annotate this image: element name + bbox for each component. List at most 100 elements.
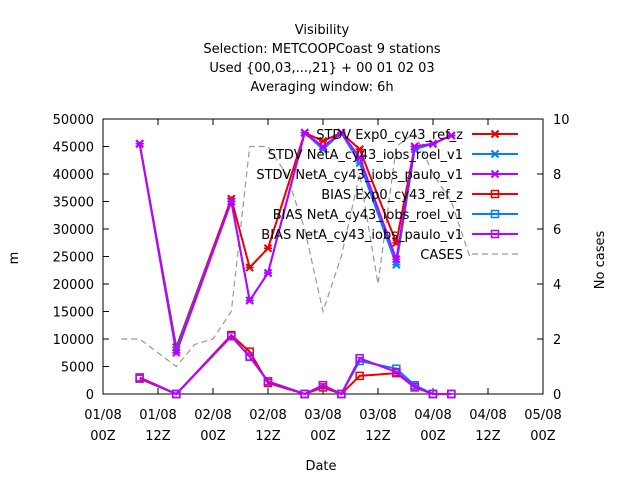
data-point — [263, 244, 273, 253]
data-point — [227, 332, 236, 341]
y2-tick-label: 6 — [553, 223, 561, 238]
data-point — [428, 139, 438, 148]
data-point — [135, 373, 144, 382]
series-5 — [135, 332, 456, 399]
data-point — [355, 153, 364, 162]
series-4 — [135, 332, 456, 399]
data-point — [318, 142, 328, 151]
x-tick-label-hour: 12Z — [145, 429, 171, 444]
y2-axis: 0 2 4 6 8 10 — [537, 113, 570, 403]
x-tick-label-date: 04/08 — [469, 408, 506, 423]
data-point — [300, 389, 309, 399]
x-tick-label-hour: 00Z — [200, 429, 226, 444]
series-2 — [135, 128, 456, 357]
data-point — [263, 268, 273, 278]
x-tick-label-date: 01/08 — [84, 408, 121, 423]
data-point — [227, 197, 236, 206]
y-tick-label: 35000 — [53, 196, 94, 211]
y-tick-label: 10000 — [53, 333, 94, 348]
y2-tick-label: 4 — [553, 278, 561, 293]
series-line — [121, 131, 471, 368]
y-tick-label: 45000 — [53, 141, 94, 156]
legend-label: STDV NetA_cy43_iobs_roel_v1 — [268, 148, 463, 163]
legend-label: BIAS Exp0_cy43_ref_z — [321, 188, 463, 203]
legend-label: STDV NetA_cy43_iobs_paulo_v1 — [256, 168, 463, 183]
x-tick-label-date: 02/08 — [194, 408, 231, 423]
legend-marker — [490, 169, 500, 179]
x-axis: 01/08 00Z 01/08 12Z 02/08 00Z 02/08 12Z 03/08 00Z… — [84, 119, 562, 444]
legend-label: BIAS NetA_cy43_iobs_paulo_v1 — [261, 228, 463, 243]
y2-tick-label: 10 — [553, 113, 570, 128]
x-tick-label-date: 03/08 — [304, 408, 341, 423]
series-line — [139, 334, 452, 396]
y-tick-label: 40000 — [53, 168, 94, 183]
data-point — [447, 131, 456, 140]
y-axis-label: m — [7, 252, 22, 265]
x-tick-label-hour: 12Z — [255, 429, 281, 444]
x-tick-label-hour: 00Z — [90, 429, 116, 444]
data-point — [355, 354, 364, 363]
x-tick-label-hour: 12Z — [365, 429, 391, 444]
y2-tick-label: 0 — [553, 388, 561, 403]
y-tick-label: 25000 — [53, 251, 94, 266]
legend-marker — [490, 229, 500, 239]
y-tick-label: 0 — [86, 388, 94, 403]
x-tick-label-date: 04/08 — [414, 408, 451, 423]
y2-axis-label: No cases — [593, 231, 608, 290]
data-point — [355, 145, 364, 154]
chart-title: Visibility Selection: METCOOPCoast 9 stat… — [203, 23, 441, 95]
y-tick-label: 30000 — [53, 223, 94, 238]
data-point — [245, 263, 254, 272]
legend-marker — [490, 209, 500, 219]
series-line — [139, 334, 452, 396]
y-tick-label: 50000 — [53, 113, 94, 128]
title-line-3: Used {00,03,...,21} + 00 01 02 03 — [209, 61, 434, 76]
data-point — [172, 389, 181, 399]
legend: STDV Exp0_cy43_ref_z STDV NetA_cy43_iobs_… — [256, 128, 518, 263]
y-tick-label: 20000 — [53, 278, 94, 293]
data-point — [337, 128, 346, 137]
y-tick-label: 5000 — [61, 361, 94, 376]
legend-marker — [490, 149, 500, 159]
title-line-4: Averaging window: 6h — [250, 80, 393, 95]
x-tick-label-date: 05/08 — [524, 408, 561, 423]
y2-tick-label: 2 — [553, 333, 561, 348]
legend-label: BIAS NetA_cy43_iobs_roel_v1 — [273, 208, 463, 223]
y-axis: 0 5000 10000 15000 20000 25000 30000 35000 40000… — [53, 113, 109, 403]
data-point — [318, 380, 328, 390]
x-tick-label-hour: 00Z — [420, 429, 446, 444]
legend-marker — [490, 189, 500, 199]
legend-marker — [490, 129, 500, 139]
data-point — [300, 128, 309, 137]
series-3 — [135, 330, 456, 399]
x-tick-label-hour: 00Z — [310, 429, 336, 444]
data-point — [337, 389, 346, 399]
title-line-1: Visibility — [295, 23, 350, 38]
series-6 — [121, 131, 471, 368]
y2-tick-label: 8 — [553, 168, 561, 183]
x-axis-label: Date — [305, 459, 336, 474]
data-point — [410, 382, 419, 392]
data-point — [410, 142, 419, 151]
title-line-2: Selection: METCOOPCoast 9 stations — [203, 42, 441, 57]
series-line — [139, 333, 452, 396]
data-point — [447, 389, 456, 399]
data-point — [428, 389, 438, 399]
data-point — [392, 367, 401, 377]
series-layer — [121, 128, 471, 399]
y-tick-label: 15000 — [53, 306, 94, 321]
data-point — [245, 352, 254, 361]
data-point — [245, 296, 254, 305]
x-tick-label-date: 01/08 — [139, 408, 176, 423]
x-tick-label-date: 02/08 — [249, 408, 286, 423]
data-point — [172, 348, 181, 357]
data-point — [263, 377, 273, 386]
data-point — [135, 139, 144, 148]
x-tick-label-hour: 12Z — [475, 429, 501, 444]
x-tick-label-hour: 00Z — [530, 429, 556, 444]
legend-label: STDV Exp0_cy43_ref_z — [316, 128, 463, 143]
x-tick-label-date: 03/08 — [359, 408, 396, 423]
legend-label: CASES — [420, 248, 463, 263]
data-point — [392, 255, 401, 264]
